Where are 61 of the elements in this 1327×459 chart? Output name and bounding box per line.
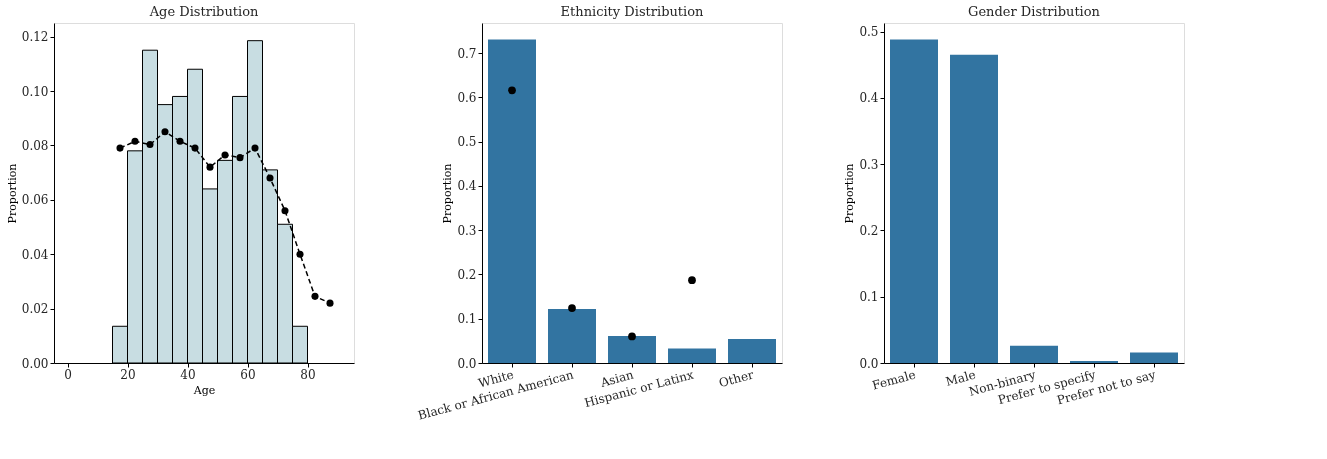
bar: [548, 308, 596, 363]
y-tick-label: 0.6: [457, 90, 477, 105]
y-tick-label: 0.1: [859, 290, 879, 305]
point: [326, 299, 334, 307]
point: [161, 128, 169, 136]
point: [296, 250, 304, 258]
y-tick-label: 0.3: [859, 157, 879, 172]
point: [281, 207, 289, 215]
bar: [1130, 352, 1178, 363]
x-tick-label: 20: [120, 367, 136, 382]
point: [688, 276, 696, 285]
bar: [668, 348, 716, 363]
y-tick-label: 0.12: [21, 30, 49, 45]
point: [628, 332, 636, 341]
y-tick-label: 0.02: [21, 302, 49, 317]
y-tick-label: 0.4: [457, 179, 477, 194]
y-tick-label: 0.7: [457, 46, 477, 61]
chart-title: Ethnicity Distribution: [560, 4, 705, 19]
y-axis-title: Proportion: [441, 163, 455, 224]
x-tick-label: 0: [64, 367, 72, 382]
y-tick-label: 0.5: [457, 135, 477, 150]
bar: [488, 39, 536, 363]
x-tick-label: 60: [240, 367, 256, 382]
chart-title: Gender Distribution: [968, 4, 1101, 19]
y-tick-label: 0.10: [21, 84, 49, 99]
y-axis-title: Proportion: [5, 163, 19, 224]
bar: [890, 39, 938, 363]
point: [568, 304, 576, 312]
y-tick-label: 0.0: [457, 356, 477, 371]
x-tick-label: 40: [180, 367, 196, 382]
y-tick-label: 0.2: [457, 267, 477, 282]
point: [508, 86, 516, 95]
y-tick-label: 0.4: [859, 91, 879, 106]
point: [251, 144, 259, 152]
y-tick-label: 0.08: [21, 138, 49, 153]
bar: [728, 339, 776, 363]
y-axis-title: Proportion: [843, 163, 857, 224]
x-tick-label: 80: [300, 367, 316, 382]
x-axis-title: Age: [192, 383, 216, 397]
chart-title: Age Distribution: [148, 4, 259, 19]
point: [146, 141, 154, 149]
y-tick-label: 0.06: [21, 193, 49, 208]
point: [176, 137, 184, 145]
y-tick-label: 0.1: [457, 312, 477, 327]
point: [236, 154, 244, 162]
y-tick-label: 0.04: [21, 247, 49, 262]
y-tick-label: 0.00: [21, 356, 49, 371]
point: [311, 292, 319, 300]
y-tick-label: 0.3: [457, 223, 477, 238]
point: [221, 151, 229, 159]
y-tick-label: 0.5: [859, 25, 879, 40]
bar: [950, 54, 998, 363]
point: [206, 163, 214, 171]
point: [191, 144, 199, 152]
bar: [608, 335, 656, 363]
bar: [1010, 345, 1058, 363]
point: [266, 174, 274, 182]
y-tick-label: 0.2: [859, 223, 879, 238]
point: [131, 137, 139, 145]
point: [116, 144, 124, 152]
x-tick-label: Other: [717, 367, 756, 391]
